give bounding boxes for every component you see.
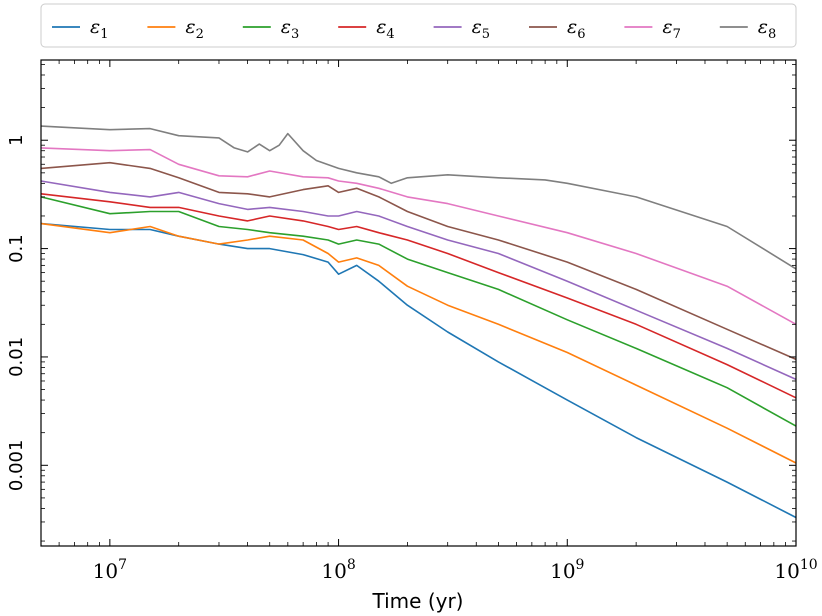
x-tick-label: 107 [93,557,127,583]
series-line-3 [40,196,797,427]
y-tick-label: 1 [6,134,27,145]
series-line-4 [40,193,797,399]
x-tick-label: 1010 [774,557,817,583]
series-line-6 [40,161,797,361]
legend-label-4: ε4 [376,16,394,42]
x-tick-label: 108 [321,557,355,583]
y-tick-label: 0.01 [6,337,27,377]
legend-label-1: ε1 [90,16,108,42]
legend-label-6: ε6 [567,16,585,42]
x-tick-label: 109 [550,557,584,583]
axes-frame [40,59,797,547]
series-line-2 [40,222,797,464]
legend-label-8: ε8 [758,16,776,42]
series-line-1 [40,222,797,519]
y-tick-label: 0.1 [6,234,27,263]
series-line-5 [40,180,797,381]
legend: ε1 ε2 ε3 ε4 ε5 ε6 ε7 ε8 [40,3,797,48]
legend-box [40,3,797,48]
x-axis-label: Time (yr) [372,589,464,613]
legend-label-3: ε3 [281,16,299,42]
plot-series [40,125,797,519]
legend-label-5: ε5 [472,16,490,42]
legend-label-7: ε7 [662,16,680,42]
axis-ticks: 107 108 109 1010 1 0.1 0.01 0.001 [6,60,818,583]
series-line-7 [40,147,797,326]
series-line-8 [40,125,797,270]
legend-label-2: ε2 [185,16,203,42]
y-tick-label: 0.001 [6,440,27,492]
